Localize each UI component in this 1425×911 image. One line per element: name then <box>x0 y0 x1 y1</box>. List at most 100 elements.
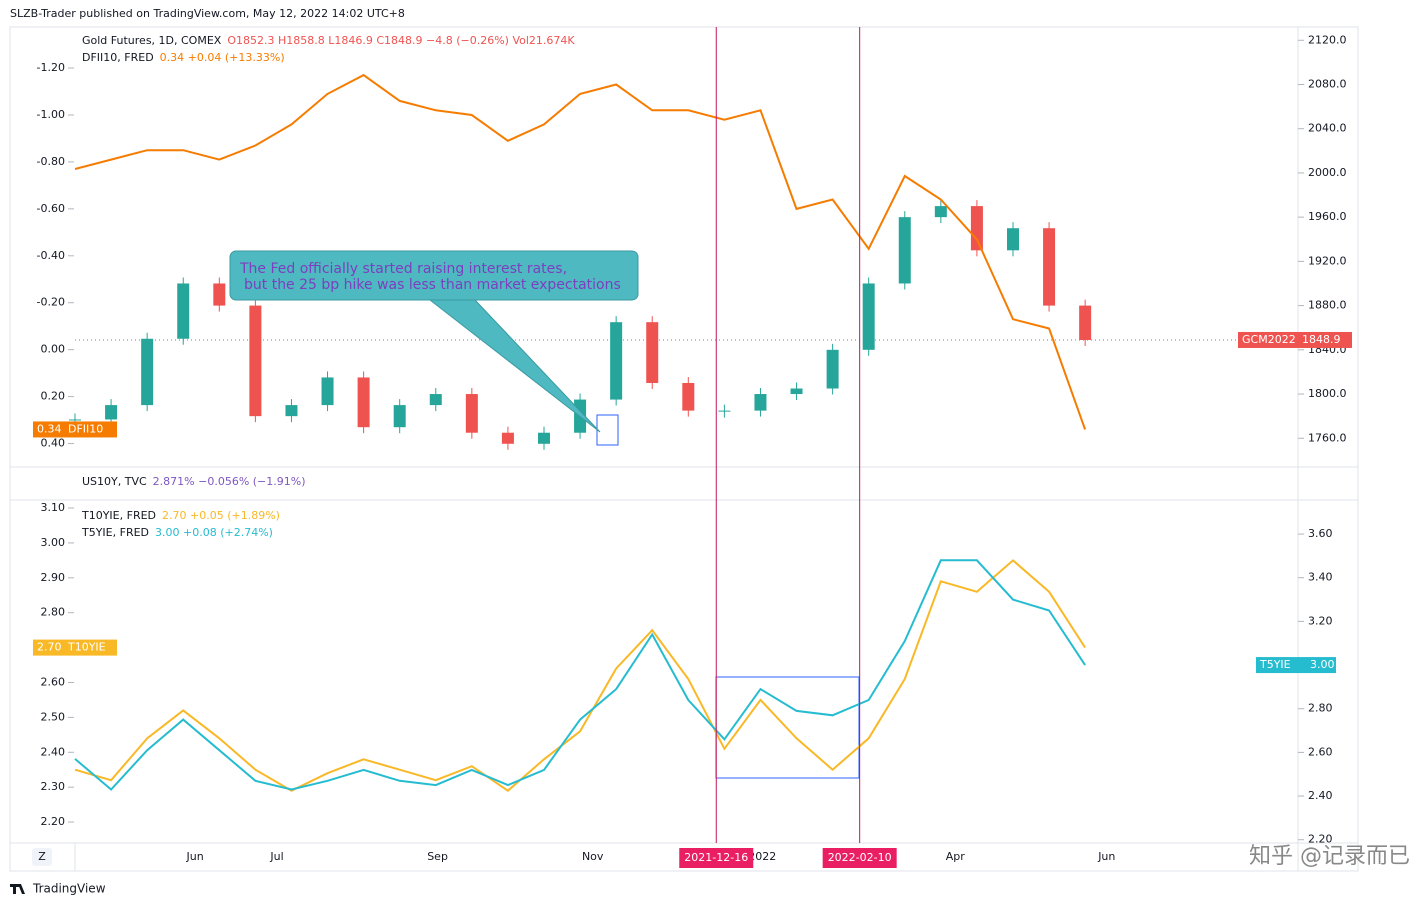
candle <box>249 305 262 417</box>
y-tick-label: -1.00 <box>37 108 65 121</box>
price-tag <box>1256 657 1336 674</box>
watermark: 知乎 @记录而已 <box>1249 844 1410 869</box>
event-label: 2022-02-10 <box>828 851 892 864</box>
candle <box>790 388 803 395</box>
candle <box>610 322 623 400</box>
x-tick-label: 2022 <box>748 850 776 863</box>
candle <box>646 322 659 383</box>
price-tag-label: DFII10 <box>68 422 103 435</box>
y2-tick-label: 3.40 <box>1308 571 1333 584</box>
candle <box>537 432 550 444</box>
y-tick-label: 2.40 <box>41 745 66 758</box>
y-tick-label: -0.80 <box>37 155 65 168</box>
x-tick-label: Jun <box>1097 850 1115 863</box>
candle <box>718 410 731 412</box>
y2-tick-label: 2040.0 <box>1308 122 1347 135</box>
callout <box>229 250 639 301</box>
candle <box>465 394 478 433</box>
candle <box>970 206 983 251</box>
y2-tick-label: 2.20 <box>1308 833 1333 846</box>
y2-tick-label: 1920.0 <box>1308 254 1347 267</box>
y-tick-label: -0.20 <box>37 296 65 309</box>
y-tick-label: 0.20 <box>41 390 66 403</box>
y-tick-label: 0.00 <box>41 343 66 356</box>
y2-tick-label: 2080.0 <box>1308 77 1347 90</box>
legend-name: T5YIE, FRED <box>81 526 149 539</box>
header-title: SLZB-Trader published on TradingView.com… <box>10 7 405 20</box>
x-tick-label: Apr <box>946 850 966 863</box>
logo <box>10 884 25 894</box>
x-tick-label: Jul <box>269 850 283 863</box>
y-tick-label: 3.10 <box>41 501 66 514</box>
x-tick-label: Jun <box>186 850 204 863</box>
y-tick-label: 2.30 <box>41 780 66 793</box>
price-tag <box>1238 331 1352 348</box>
candle <box>393 405 406 428</box>
scale-button-label[interactable]: Z <box>38 850 46 863</box>
y2-tick-label: 2120.0 <box>1308 33 1347 46</box>
frame <box>9 26 1359 872</box>
price-tag-label: 1848.9 <box>1302 333 1341 346</box>
legend-name: T10YIE, FRED <box>81 509 156 522</box>
y-tick-label: 0.40 <box>41 437 66 450</box>
candle <box>862 283 875 350</box>
y-tick-label: -0.40 <box>37 249 65 262</box>
candle <box>826 349 839 389</box>
callout-text: but the 25 bp hike was less than market … <box>244 277 621 293</box>
legend-name: Gold Futures, 1D, COMEX <box>82 34 222 47</box>
y2-tick-label: 2.40 <box>1308 789 1333 802</box>
candle <box>1006 228 1019 251</box>
candle <box>501 432 514 444</box>
price-tag-label: T5YIE <box>1259 658 1291 671</box>
price-tag-label: T10YIE <box>67 641 106 654</box>
legend-name: DFII10, FRED <box>82 51 154 64</box>
price-tag <box>33 421 117 438</box>
y2-tick-label: 1760.0 <box>1308 431 1347 444</box>
line-series <box>74 73 1087 430</box>
y2-tick-label: 3.60 <box>1308 527 1333 540</box>
candle <box>898 217 911 284</box>
y2-tick-label: 2000.0 <box>1308 166 1347 179</box>
y-tick-label: 3.00 <box>41 536 66 549</box>
line-series <box>74 559 1086 792</box>
candle <box>1079 305 1092 340</box>
legend-value: O1852.3 H1858.8 L1846.9 C1848.9 −4.8 (−0… <box>227 34 575 47</box>
candle <box>141 338 154 406</box>
price-tag-label: 3.00 <box>1310 658 1335 671</box>
y2-tick-label: 2.60 <box>1308 745 1333 758</box>
y-tick-label: -0.60 <box>37 202 65 215</box>
candle <box>429 394 442 406</box>
event-label: 2021-12-16 <box>684 851 748 864</box>
event-tag <box>822 848 897 868</box>
y2-tick-label: 2.80 <box>1308 702 1333 715</box>
y-tick-label: 2.20 <box>41 815 66 828</box>
candle <box>934 206 947 218</box>
legend-name: US10Y, TVC <box>82 475 147 488</box>
y-tick-label: 2.50 <box>41 710 66 723</box>
legend-value: 3.00 +0.08 (+2.74%) <box>155 526 273 539</box>
brand: TradingView <box>32 882 106 896</box>
y-tick-label: -1.20 <box>37 61 65 74</box>
candle <box>213 283 226 306</box>
x-tick-label: Nov <box>582 850 604 863</box>
candle <box>1043 228 1056 306</box>
y2-tick-label: 1880.0 <box>1308 299 1347 312</box>
candle <box>754 394 767 411</box>
price-tag-label: 0.34 <box>37 422 62 435</box>
legend-value: 2.871% −0.056% (−1.91%) <box>153 475 306 488</box>
candle <box>69 419 81 421</box>
price-tag-label: 2.70 <box>37 641 62 654</box>
y2-tick-label: 3.20 <box>1308 614 1333 627</box>
candle <box>285 405 298 417</box>
legend-value: 0.34 +0.04 (+13.33%) <box>160 51 285 64</box>
price-tag-label: GCM2022 <box>1242 333 1296 346</box>
candle <box>321 377 334 406</box>
candle <box>357 377 370 428</box>
y-tick-label: 2.90 <box>41 571 66 584</box>
y2-tick-label: 1800.0 <box>1308 387 1347 400</box>
y-tick-label: 2.60 <box>41 675 66 688</box>
callout-text: The Fed officially started raising inter… <box>239 261 567 277</box>
scale-button[interactable] <box>32 848 52 866</box>
